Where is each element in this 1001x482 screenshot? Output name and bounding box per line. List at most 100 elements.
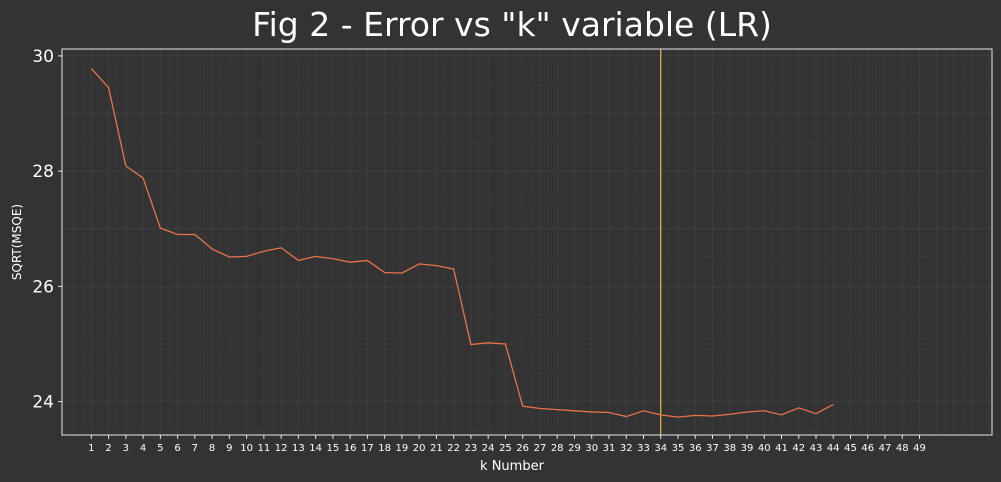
x-tick-label: 34 <box>654 443 667 454</box>
data-point <box>280 247 282 249</box>
x-tick-label: 29 <box>568 443 581 454</box>
data-point <box>815 412 817 414</box>
x-tick-label: 4 <box>140 443 146 454</box>
data-point <box>573 410 575 412</box>
x-tick-label: 38 <box>723 443 736 454</box>
x-tick-label: 16 <box>344 443 357 454</box>
data-point <box>608 411 610 413</box>
y-axis-label: SQRT(MSQE) <box>10 204 24 280</box>
data-point <box>142 177 144 179</box>
data-point <box>504 343 506 345</box>
x-tick-label: 31 <box>603 443 616 454</box>
data-point <box>90 67 92 69</box>
y-tick-label: 24 <box>32 393 54 413</box>
data-point <box>711 415 713 417</box>
data-point <box>642 410 644 412</box>
data-point <box>556 408 558 410</box>
data-point <box>452 268 454 270</box>
grid <box>62 49 992 435</box>
x-tick-label: 21 <box>430 443 443 454</box>
x-tick-label: 5 <box>157 443 163 454</box>
y-axis: 24 26 28 30 <box>32 47 62 413</box>
x-tick-label: 3 <box>123 443 129 454</box>
x-tick-label: 22 <box>447 443 460 454</box>
data-point <box>832 403 834 405</box>
data-point <box>245 255 247 257</box>
data-point <box>159 227 161 229</box>
x-tick-label: 20 <box>413 443 426 454</box>
x-tick-label: 2 <box>105 443 111 454</box>
data-point <box>366 259 368 261</box>
data-point <box>107 86 109 88</box>
x-tick-label: 25 <box>499 443 512 454</box>
y-tick-label: 28 <box>32 162 54 182</box>
x-tick-label: 9 <box>226 443 232 454</box>
plot-frame <box>61 48 993 436</box>
data-point <box>694 414 696 416</box>
x-tick-label: 15 <box>327 443 340 454</box>
x-axis-label: k Number <box>480 459 545 474</box>
data-point <box>780 414 782 416</box>
x-tick-label: 46 <box>861 443 874 454</box>
data-point <box>798 407 800 409</box>
x-tick-label: 30 <box>585 443 598 454</box>
x-axis: 1 2 3 4 5 6 7 8 9 10 11 12 13 14 15 16 17 18 19 20 21 22 23 24 2… <box>88 435 926 454</box>
data-point <box>763 410 765 412</box>
x-tick-label: 11 <box>258 443 271 454</box>
data-point <box>746 411 748 413</box>
x-tick-label: 44 <box>827 443 840 454</box>
data-point <box>314 255 316 257</box>
data-point <box>349 261 351 263</box>
x-tick-label: 41 <box>775 443 788 454</box>
error-line <box>90 68 834 418</box>
x-tick-label: 8 <box>209 443 215 454</box>
x-tick-label: 32 <box>620 443 633 454</box>
x-tick-label: 19 <box>396 443 409 454</box>
x-tick-label: 40 <box>758 443 771 454</box>
data-point <box>228 256 230 258</box>
y-tick-label: 30 <box>32 47 54 67</box>
x-tick-label: 45 <box>844 443 857 454</box>
x-tick-label: 35 <box>672 443 685 454</box>
data-point <box>539 407 541 409</box>
data-point <box>418 263 420 265</box>
data-point <box>591 411 593 413</box>
x-tick-label: 1 <box>88 443 94 454</box>
x-tick-label: 6 <box>174 443 180 454</box>
data-point <box>263 250 265 252</box>
data-point <box>435 264 437 266</box>
x-tick-label: 24 <box>482 443 495 454</box>
plot-area <box>62 49 992 435</box>
data-point <box>383 271 385 273</box>
chart-title: Fig 2 - Error vs "k" variable (LR) <box>252 5 772 44</box>
x-tick-label: 42 <box>792 443 805 454</box>
x-tick-label: 14 <box>309 443 322 454</box>
x-tick-label: 17 <box>361 443 374 454</box>
x-tick-label: 36 <box>689 443 702 454</box>
x-tick-label: 7 <box>192 443 198 454</box>
x-tick-label: 28 <box>551 443 564 454</box>
data-point <box>332 258 334 260</box>
x-tick-label: 23 <box>465 443 478 454</box>
data-point <box>487 342 489 344</box>
x-tick-label: 10 <box>240 443 253 454</box>
data-point <box>521 405 523 407</box>
data-point <box>297 259 299 261</box>
data-point <box>625 415 627 417</box>
x-tick-label: 13 <box>292 443 305 454</box>
data-point <box>470 343 472 345</box>
y-tick-label: 26 <box>32 277 54 297</box>
data-point <box>194 233 196 235</box>
x-tick-label: 18 <box>378 443 391 454</box>
x-tick-label: 33 <box>637 443 650 454</box>
data-point <box>211 248 213 250</box>
x-tick-label: 47 <box>879 443 892 454</box>
x-tick-label: 27 <box>534 443 547 454</box>
data-point <box>729 413 731 415</box>
x-tick-label: 39 <box>741 443 754 454</box>
x-tick-label: 37 <box>706 443 719 454</box>
data-point <box>677 416 679 418</box>
x-tick-label: 48 <box>896 443 909 454</box>
x-tick-label: 26 <box>516 443 529 454</box>
